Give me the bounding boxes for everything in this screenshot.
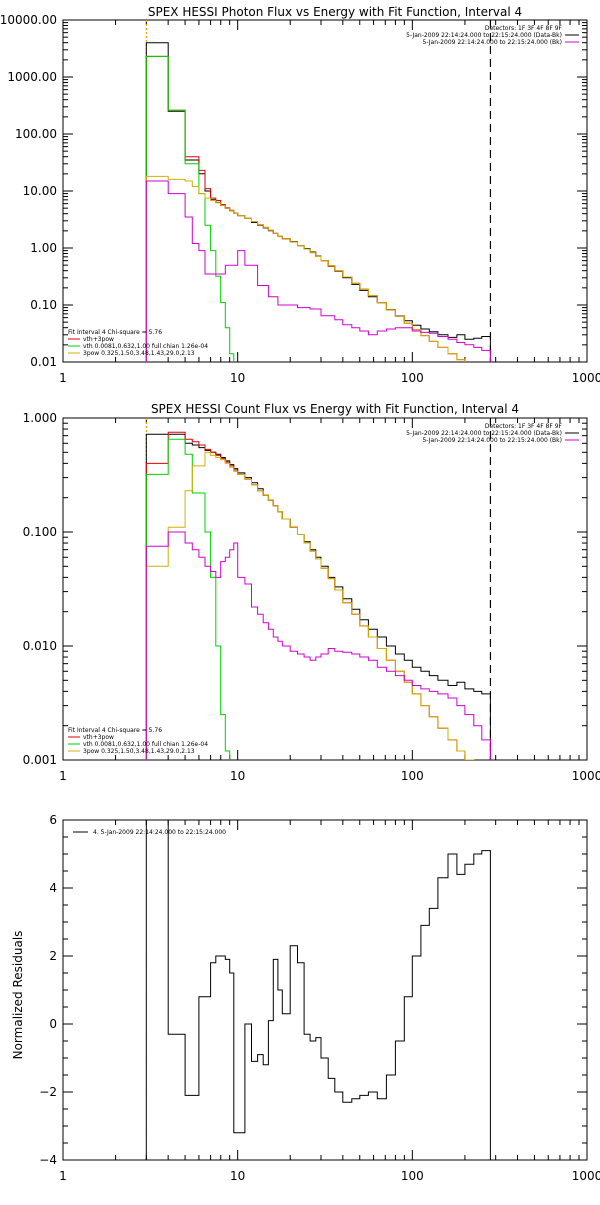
series-vth-line [145, 438, 231, 760]
y-tick-label: 100.00 [15, 127, 57, 141]
x-tick-label: 100 [401, 769, 424, 783]
plot-frame [62, 417, 588, 761]
x-tick-label: 10 [230, 1169, 245, 1183]
plot-frame [62, 819, 588, 1161]
x-tick-label: 10 [230, 371, 245, 385]
legend-entry: Detectors: 1F 3F 4F 8F 9F [485, 423, 563, 430]
legend-entry: vth 0.0081,0.632,1.00 full chian 1.26e-0… [83, 343, 208, 350]
y-tick-label: 0.01 [30, 355, 57, 369]
x-tick-label: 10 [230, 769, 245, 783]
legend-entry: 5-Jan-2009 22:14:24.000 to 22:15:24.000 … [422, 437, 562, 444]
legend-entry: 3pow 0.325,1.50,3.48,1.43,29.0,2.13 [83, 748, 195, 755]
residuals-panel: Normalized Residuals 1 10 100 1000 −4 −2 0 2 4 6 4… [11, 813, 600, 1183]
x-tick-label: 1000 [572, 371, 600, 385]
legend-entry: 5-Jan-2009 22:14:24.000 to 22:15:24.000 … [406, 430, 562, 437]
y-tick-label: −2 [39, 1085, 57, 1099]
x-tick-label: 1 [59, 1169, 67, 1183]
plot-frame [62, 19, 588, 363]
y-tick-label: 2 [49, 949, 57, 963]
x-tick-label: 1 [59, 371, 67, 385]
series-data-bk-line [145, 42, 491, 362]
legend-entry: Detectors: 1F 3F 4F 8F 9F [485, 25, 563, 32]
legend-entry: vth+3pow [83, 734, 114, 741]
series-vth-3pow-line [145, 431, 475, 760]
legend-entry: 5-Jan-2009 22:14:24.000 to 22:15:24.000 … [422, 39, 562, 46]
series-vth-3pow-line [145, 55, 466, 362]
y-tick-label: 1.00 [30, 241, 57, 255]
series-vth-line [145, 55, 235, 362]
series-bk-line [145, 180, 491, 362]
y-tick-label: 1.000 [23, 411, 57, 425]
legend-entry: vth 0.0081,0.632,1.00 full chian 1.26e-0… [83, 741, 208, 748]
photon-flux-title: SPEX HESSI Photon Flux vs Energy with Fi… [148, 5, 522, 19]
y-tick-label: 10.00 [23, 184, 57, 198]
legend-entry: 4. 5-Jan-2009 22:14:24.000 to 22:15:24.0… [93, 829, 226, 836]
y-tick-label: 10000.00 [0, 13, 57, 27]
y-tick-label: 0 [49, 1017, 57, 1031]
residuals-ylabel: Normalized Residuals [11, 931, 25, 1060]
y-tick-label: 0.100 [23, 525, 57, 539]
y-tick-label: 1000.00 [7, 70, 57, 84]
x-tick-label: 100 [401, 1169, 424, 1183]
legend-entry: vth+3pow [83, 336, 114, 343]
x-tick-label: 1000 [572, 769, 600, 783]
legend-entry: 3pow 0.325,1.50,3.48,1.43,29.0,2.13 [83, 350, 195, 357]
x-tick-label: 100 [401, 371, 424, 385]
y-tick-label: −4 [39, 1153, 57, 1167]
legend-entry: 5-Jan-2009 22:14:24.000 to 22:15:24.000 … [406, 32, 562, 39]
y-tick-label: 0.010 [23, 639, 57, 653]
y-tick-label: 4 [49, 881, 57, 895]
series-residuals-line [145, 820, 491, 1160]
series-3pow-line [145, 175, 466, 362]
legend-entry: Fit Interval 4 Chi-square = 5.76 [68, 727, 162, 734]
series-bk-line [145, 531, 491, 760]
photon-flux-panel: SPEX HESSI Photon Flux vs Energy with Fi… [0, 5, 600, 385]
y-tick-label: 0.001 [23, 753, 57, 767]
y-tick-label: 6 [49, 813, 57, 827]
y-tick-label: 0.10 [30, 298, 57, 312]
x-tick-label: 1000 [572, 1169, 600, 1183]
x-tick-label: 1 [59, 769, 67, 783]
count-flux-title: SPEX HESSI Count Flux vs Energy with Fit… [151, 402, 519, 416]
count-flux-panel: SPEX HESSI Count Flux vs Energy with Fit… [23, 402, 600, 783]
series-3pow-line [145, 451, 475, 760]
legend-entry: Fit Interval 4 Chi-square = 5.76 [68, 329, 162, 336]
